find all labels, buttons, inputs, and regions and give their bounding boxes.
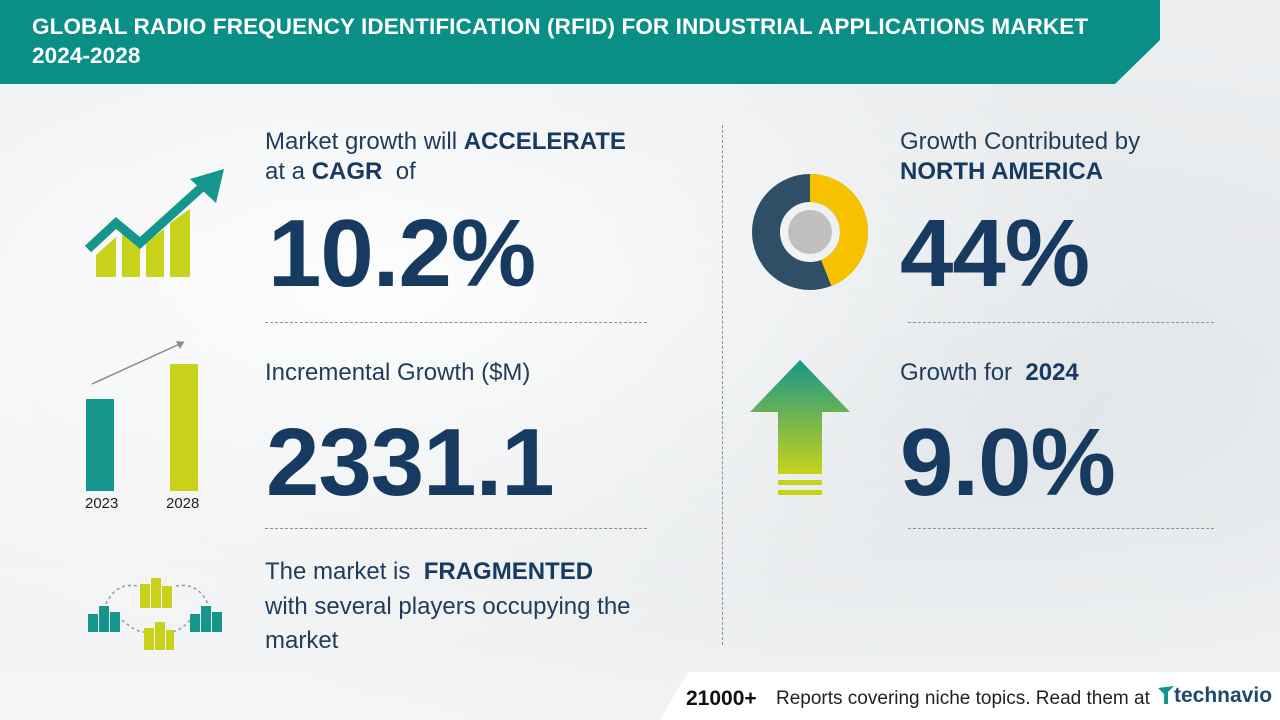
- column-divider: [722, 125, 723, 645]
- incremental-label: Incremental Growth ($M): [265, 359, 531, 386]
- page-title: Global Radio Frequency Identification (R…: [32, 14, 1089, 68]
- divider-left-1: [265, 322, 647, 323]
- year-growth-prefix: Growth for: [900, 359, 1013, 386]
- technavio-link[interactable]: technavio: [1158, 684, 1272, 708]
- region-value: 44%: [900, 200, 1090, 307]
- year-growth-year: 2024: [1025, 359, 1079, 386]
- technavio-logo-icon: [1158, 686, 1174, 704]
- donut-chart-icon: [752, 174, 868, 290]
- bar-comparison-icon: [86, 341, 198, 491]
- reports-count: 21000+: [686, 687, 757, 710]
- cagr-value: 10.2%: [268, 200, 536, 307]
- reports-text: Reports covering niche topics. Read them…: [776, 688, 1150, 709]
- buildings-network-icon: [88, 578, 222, 650]
- fragmented-line-1-text: The market is: [265, 558, 411, 585]
- year-growth-value: 9.0%: [900, 409, 1116, 516]
- footer-banner: 21000+ Reports covering niche topics. Re…: [660, 672, 1280, 720]
- up-arrow-icon: [750, 360, 850, 495]
- cagr-label: CAGR: [311, 158, 383, 185]
- fragmented-line-3: market: [265, 627, 339, 654]
- region-line-2: NORTH AMERICA: [900, 156, 1103, 188]
- cagr-line-2-suffix: of: [395, 158, 416, 185]
- year-growth-label: Growth for 2024: [900, 357, 1079, 389]
- fragmented-line-1: The market is FRAGMENTED: [265, 556, 593, 588]
- cagr-line-1: Market growth will ACCELERATE: [265, 126, 626, 158]
- cagr-line-1-text: Market growth will: [265, 128, 458, 155]
- divider-right-2: [908, 528, 1214, 529]
- divider-right-1: [908, 322, 1214, 323]
- region-name: NORTH AMERICA: [900, 158, 1104, 185]
- fragmented-emphasis: FRAGMENTED: [423, 558, 594, 585]
- region-line-1: Growth Contributed by: [900, 128, 1141, 155]
- cagr-line-2-prefix: at a: [265, 158, 306, 185]
- brand-name: technavio: [1174, 684, 1273, 707]
- fragmented-line-2: with several players occupying the: [265, 593, 631, 620]
- cagr-line-2: at a CAGR of: [265, 156, 416, 188]
- incremental-value: 2331.1: [266, 409, 555, 516]
- divider-left-2: [265, 528, 647, 529]
- bar-label-2028: 2028: [166, 495, 200, 512]
- cagr-emphasis: ACCELERATE: [463, 128, 626, 155]
- header-banner: Global Radio Frequency Identification (R…: [0, 0, 1160, 84]
- bar-label-2023: 2023: [85, 495, 119, 512]
- growth-chart-arrow-icon: [84, 169, 224, 277]
